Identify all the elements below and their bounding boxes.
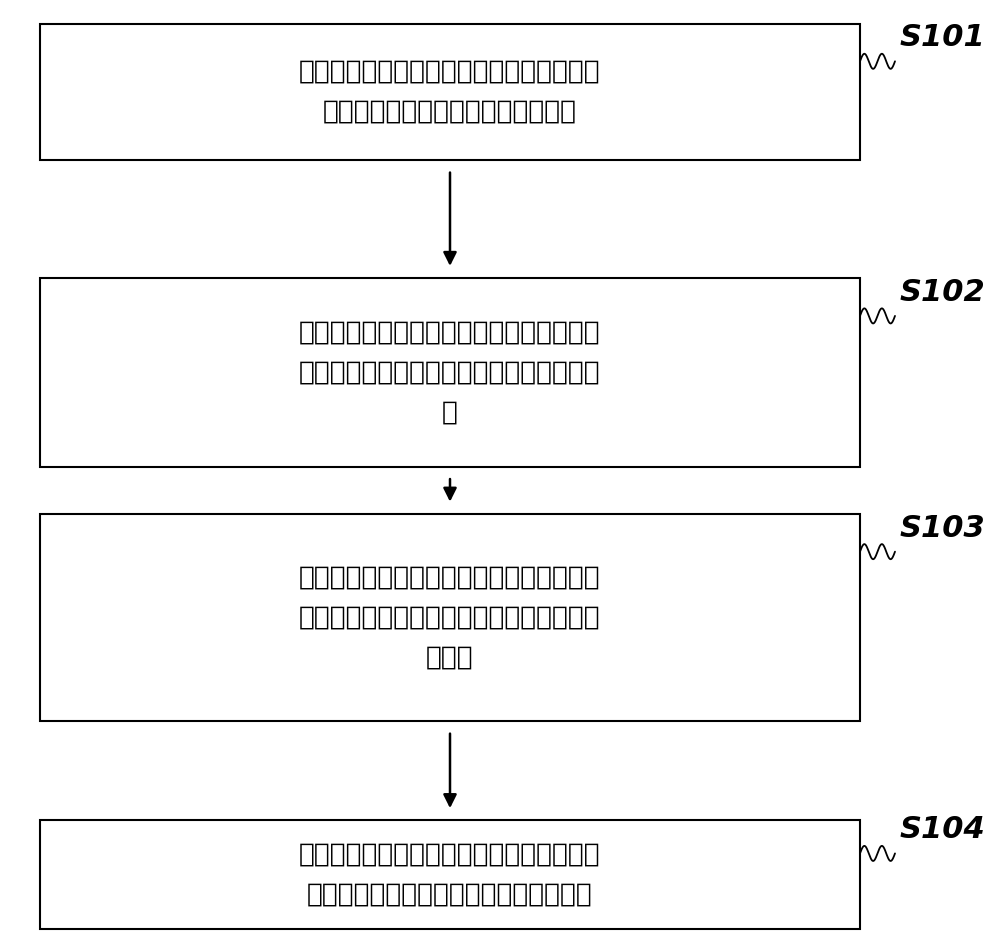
Bar (40, 514, 860, 721)
Bar (40, 820, 860, 929)
Text: 将对齐后的两个地图、环境特征进行融合，
生成包含目标路线和环境特征的电子地图: 将对齐后的两个地图、环境特征进行融合， 生成包含目标路线和环境特征的电子地图 (299, 842, 601, 907)
Bar (40, 278, 860, 467)
Text: 识别记忆地图与所述历史地图之间的环境差
异信息，并根据环境差异信息提取对应的环
境特征: 识别记忆地图与所述历史地图之间的环境差 异信息，并根据环境差异信息提取对应的环 … (299, 565, 601, 670)
Text: 将记忆地图中的目标路线与历史地图中对应
的路线进行轨迹对齐，得到对齐后的两个地
图: 将记忆地图中的目标路线与历史地图中对应 的路线进行轨迹对齐，得到对齐后的两个地 … (299, 320, 601, 425)
Text: 获取车辆在目标路线上行驶多趟后创建的记
忆地图，该记忆地图中包含目标路线: 获取车辆在目标路线上行驶多趟后创建的记 忆地图，该记忆地图中包含目标路线 (299, 59, 601, 124)
Text: S104: S104 (900, 816, 986, 844)
Text: S102: S102 (900, 278, 986, 306)
Text: S103: S103 (900, 514, 986, 542)
Bar (40, 24, 860, 160)
Text: S101: S101 (900, 24, 986, 52)
